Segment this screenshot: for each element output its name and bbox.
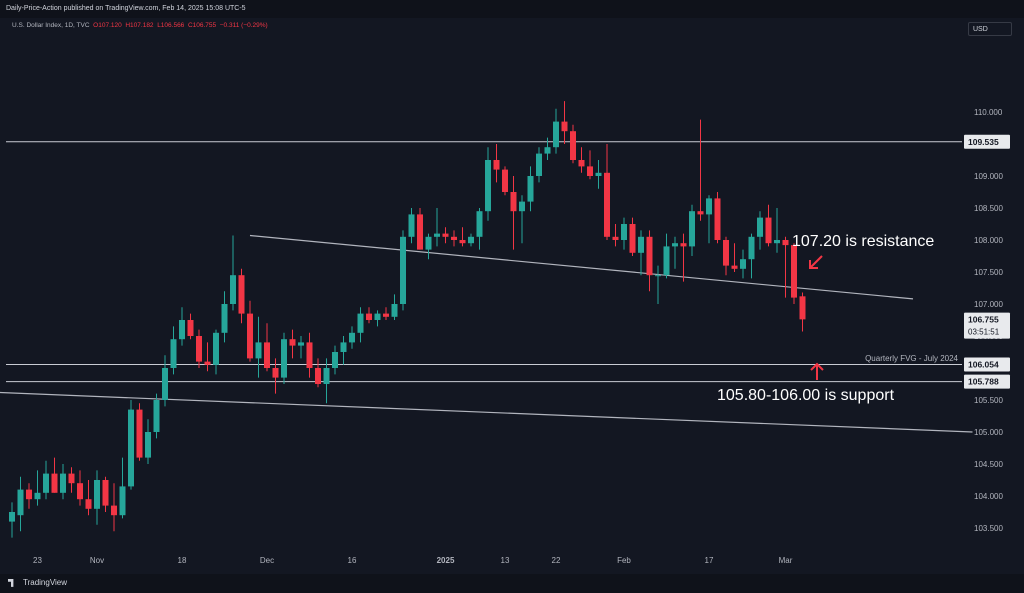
symbol-info: U.S. Dollar Index, 1D, TVC O107.120 H107… [12,22,268,29]
brand-label: TradingView [23,578,68,587]
tradingview-logo: TradingView [8,578,67,587]
currency-label: USD [973,26,988,33]
high-value: H107.182 [125,22,154,29]
symbol-name: U.S. Dollar Index, 1D, TVC [12,22,90,29]
close-value: C106.755 [187,22,217,29]
tradingview-logo-icon [8,578,14,587]
publisher-title: Daily-Price-Action published on TradingV… [6,5,246,12]
chart-panel[interactable] [6,18,1018,574]
currency-button[interactable]: USD [968,22,1012,36]
publisher-header: Daily-Price-Action published on TradingV… [0,0,1024,18]
change-value: −0.311 (−0.29%) [219,22,268,29]
open-value: O107.120 [93,22,122,29]
low-value: L106.566 [157,22,185,29]
footer-bar: TradingView [0,574,1024,593]
